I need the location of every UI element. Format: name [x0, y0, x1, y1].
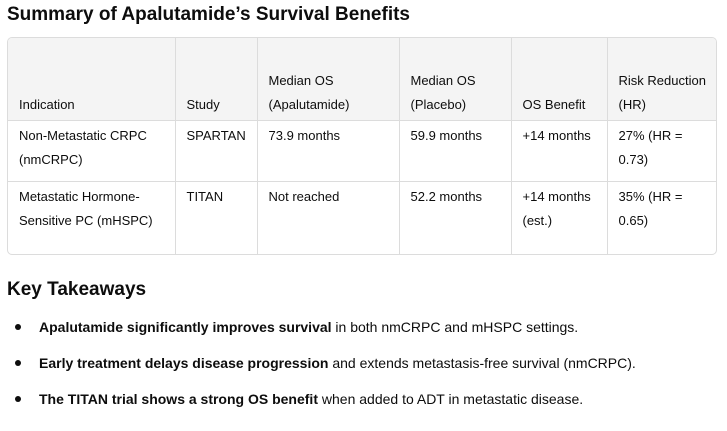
header-study: Study	[175, 38, 258, 121]
summary-table: Indication Study Median OS (Apalutamide)…	[8, 38, 716, 254]
header-indication: Indication	[8, 38, 176, 121]
bullet-icon	[15, 324, 21, 330]
list-item: The TITAN trial shows a strong OS benefi…	[0, 386, 727, 422]
takeaway-bold-text: Early treatment delays disease progressi…	[39, 355, 329, 371]
cell-risk-reduction: 35% (HR = 0.65)	[618, 189, 683, 228]
list-item: Early treatment delays disease progressi…	[0, 350, 727, 386]
takeaway-text: and extends metastasis-free survival (nm…	[328, 355, 636, 371]
page-title: Summary of Apalutamide’s Survival Benefi…	[7, 4, 410, 25]
header-os-benefit: OS Benefit	[511, 38, 608, 121]
cell-study: SPARTAN	[175, 120, 258, 182]
cell-median-os-placebo: 59.9 months	[399, 120, 512, 182]
cell-indication: Non-Metastatic CRPC (nmCRPC)	[8, 120, 176, 182]
takeaways-list: Apalutamide significantly improves survi…	[0, 314, 727, 422]
takeaway-text: when added to ADT in metastatic disease.	[318, 391, 584, 407]
header-risk-reduction: Risk Reduction (HR)	[607, 38, 716, 121]
key-takeaways-heading: Key Takeaways	[7, 279, 147, 300]
cell-median-os-apalutamide: Not reached	[257, 181, 400, 254]
cell-median-os-apalutamide: 73.9 months	[257, 120, 400, 182]
cell-os-benefit: +14 months	[511, 120, 608, 182]
header-median-os-apalutamide: Median OS (Apalutamide)	[257, 38, 400, 121]
list-item: Apalutamide significantly improves survi…	[0, 314, 727, 350]
cell-study: TITAN	[175, 181, 258, 254]
cell-os-benefit: +14 months (est.)	[511, 181, 608, 254]
summary-table-container: Indication Study Median OS (Apalutamide)…	[7, 37, 717, 255]
cell-median-os-placebo: 52.2 months	[399, 181, 512, 254]
table-row: Metastatic Hormone-Sensitive PC (mHSPC) …	[8, 181, 716, 254]
cell-risk-reduction: 27% (HR = 0.73)	[607, 120, 716, 182]
takeaway-bold-text: Apalutamide significantly improves survi…	[39, 319, 332, 335]
takeaway-bold-text: The TITAN trial shows a strong OS benefi…	[39, 391, 318, 407]
bullet-icon	[15, 360, 21, 366]
header-median-os-placebo: Median OS (Placebo)	[399, 38, 512, 121]
table-row: Non-Metastatic CRPC (nmCRPC) SPARTAN 73.…	[8, 120, 716, 182]
table-header-row: Indication Study Median OS (Apalutamide)…	[8, 38, 716, 121]
cell-indication: Metastatic Hormone-Sensitive PC (mHSPC)	[8, 181, 176, 254]
bullet-icon	[15, 396, 21, 402]
takeaway-text: in both nmCRPC and mHSPC settings.	[331, 319, 579, 335]
